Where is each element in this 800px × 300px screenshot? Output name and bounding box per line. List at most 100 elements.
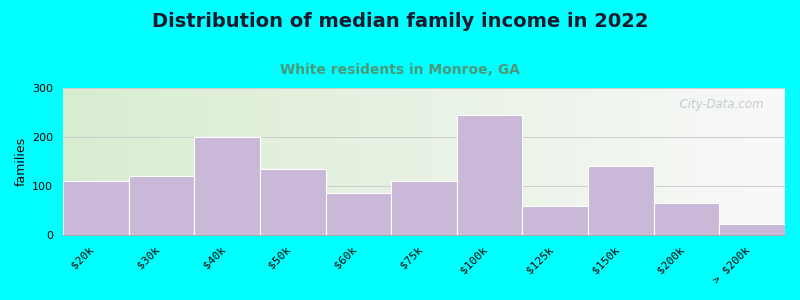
Bar	[569, 88, 572, 235]
Bar	[240, 88, 243, 235]
Bar	[302, 88, 305, 235]
Bar	[457, 88, 460, 235]
Bar	[81, 88, 85, 235]
Bar	[348, 88, 352, 235]
Bar	[135, 88, 139, 235]
Bar	[410, 88, 413, 235]
Bar	[283, 88, 287, 235]
Bar	[287, 88, 290, 235]
Bar	[731, 88, 734, 235]
Bar	[558, 88, 561, 235]
Bar	[269, 88, 272, 235]
Text: Distribution of median family income in 2022: Distribution of median family income in …	[152, 12, 648, 31]
Bar	[561, 88, 565, 235]
Bar	[550, 88, 554, 235]
Bar	[522, 88, 525, 235]
Bar	[204, 88, 207, 235]
Bar	[662, 88, 666, 235]
Bar	[486, 88, 489, 235]
Bar	[352, 88, 355, 235]
Bar	[128, 88, 132, 235]
Bar	[598, 88, 601, 235]
Bar	[720, 88, 724, 235]
Bar	[186, 88, 190, 235]
Bar	[724, 88, 727, 235]
Bar	[588, 166, 654, 235]
Bar	[312, 88, 316, 235]
Bar	[398, 88, 402, 235]
Bar	[359, 88, 362, 235]
Bar	[200, 88, 204, 235]
Bar	[493, 88, 496, 235]
Bar	[464, 88, 467, 235]
Bar	[260, 169, 326, 235]
Bar	[164, 88, 168, 235]
Bar	[258, 88, 262, 235]
Bar	[460, 88, 464, 235]
Bar	[150, 88, 154, 235]
Bar	[489, 88, 493, 235]
Bar	[626, 88, 630, 235]
Bar	[457, 115, 522, 235]
Bar	[178, 88, 182, 235]
Bar	[670, 88, 673, 235]
Bar	[384, 88, 388, 235]
Bar	[366, 88, 370, 235]
Bar	[438, 88, 442, 235]
Bar	[713, 88, 717, 235]
Bar	[262, 88, 265, 235]
Bar	[66, 88, 70, 235]
Bar	[680, 88, 684, 235]
Bar	[666, 88, 670, 235]
Text: White residents in Monroe, GA: White residents in Monroe, GA	[280, 63, 520, 77]
Bar	[651, 88, 655, 235]
Bar	[243, 88, 247, 235]
Bar	[182, 88, 186, 235]
Bar	[738, 88, 742, 235]
Bar	[742, 88, 746, 235]
Bar	[767, 88, 770, 235]
Bar	[565, 88, 569, 235]
Bar	[99, 88, 102, 235]
Bar	[250, 88, 254, 235]
Bar	[579, 88, 583, 235]
Bar	[654, 203, 719, 235]
Bar	[229, 88, 233, 235]
Bar	[142, 88, 146, 235]
Bar	[74, 88, 78, 235]
Bar	[746, 88, 749, 235]
Bar	[510, 88, 514, 235]
Bar	[522, 206, 588, 235]
Bar	[719, 224, 785, 235]
Bar	[753, 88, 756, 235]
Bar	[763, 88, 767, 235]
Bar	[338, 88, 341, 235]
Bar	[391, 181, 457, 235]
Bar	[406, 88, 410, 235]
Bar	[305, 88, 309, 235]
Bar	[474, 88, 478, 235]
Bar	[280, 88, 283, 235]
Bar	[85, 88, 88, 235]
Bar	[655, 88, 658, 235]
Bar	[197, 88, 200, 235]
Bar	[590, 88, 594, 235]
Bar	[341, 88, 345, 235]
Bar	[88, 88, 92, 235]
Bar	[756, 88, 760, 235]
Bar	[207, 88, 211, 235]
Bar	[211, 88, 214, 235]
Bar	[124, 88, 128, 235]
Bar	[648, 88, 651, 235]
Bar	[749, 88, 753, 235]
Bar	[507, 88, 510, 235]
Bar	[129, 176, 194, 235]
Bar	[413, 88, 417, 235]
Bar	[717, 88, 720, 235]
Bar	[536, 88, 539, 235]
Bar	[478, 88, 482, 235]
Bar	[619, 88, 622, 235]
Bar	[194, 137, 260, 235]
Bar	[428, 88, 431, 235]
Bar	[673, 88, 677, 235]
